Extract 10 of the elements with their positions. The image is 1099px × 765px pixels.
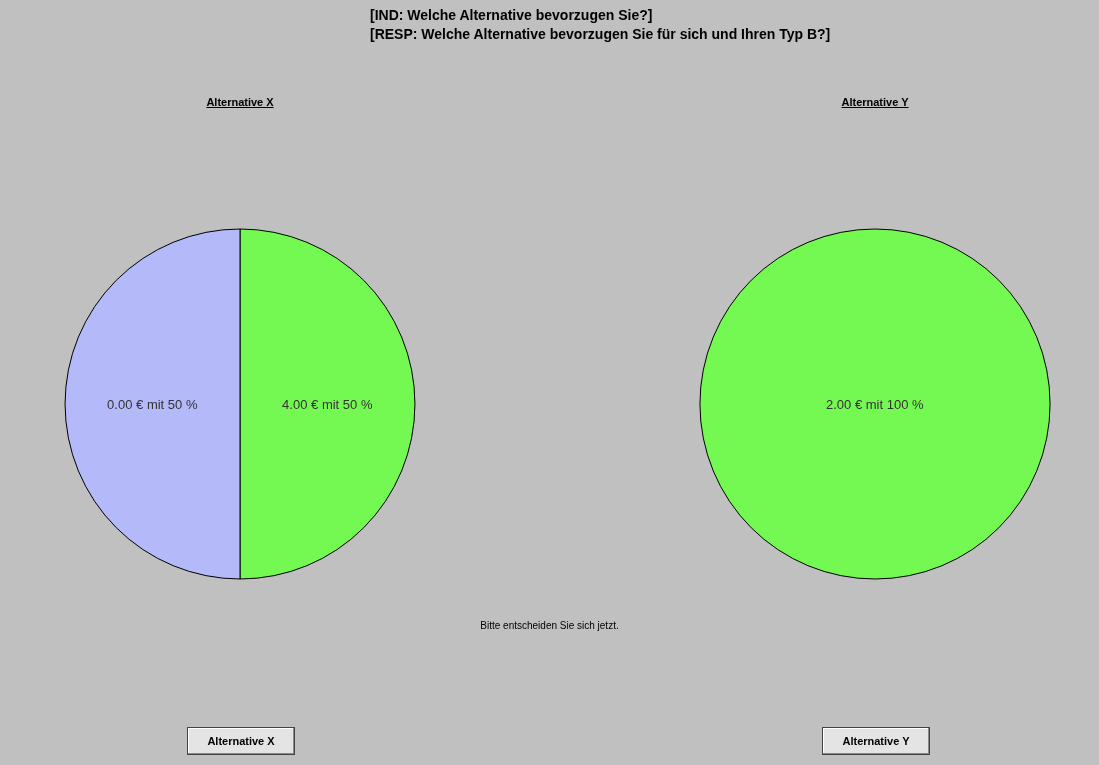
text: Bitte entscheiden Sie sich jetzt. — [479, 620, 620, 631]
button: Alternative X — [187, 727, 295, 755]
slice-label: 4.00 € mit 50 % — [282, 396, 373, 412]
chart-title: Alternative X — [205, 96, 275, 108]
chart-title: Alternative Y — [840, 96, 910, 108]
text: [RESP: Welche Alternative bevorzugen Sie für sich und Ihren Typ B?] — [370, 26, 831, 42]
slice-label: 0.00 € mit 50 % — [107, 396, 198, 412]
button: Alternative Y — [822, 727, 930, 755]
text: [IND: Welche Alternative bevorzugen Sie?] — [370, 7, 653, 23]
slice-label: 2.00 € mit 100 % — [826, 396, 924, 412]
